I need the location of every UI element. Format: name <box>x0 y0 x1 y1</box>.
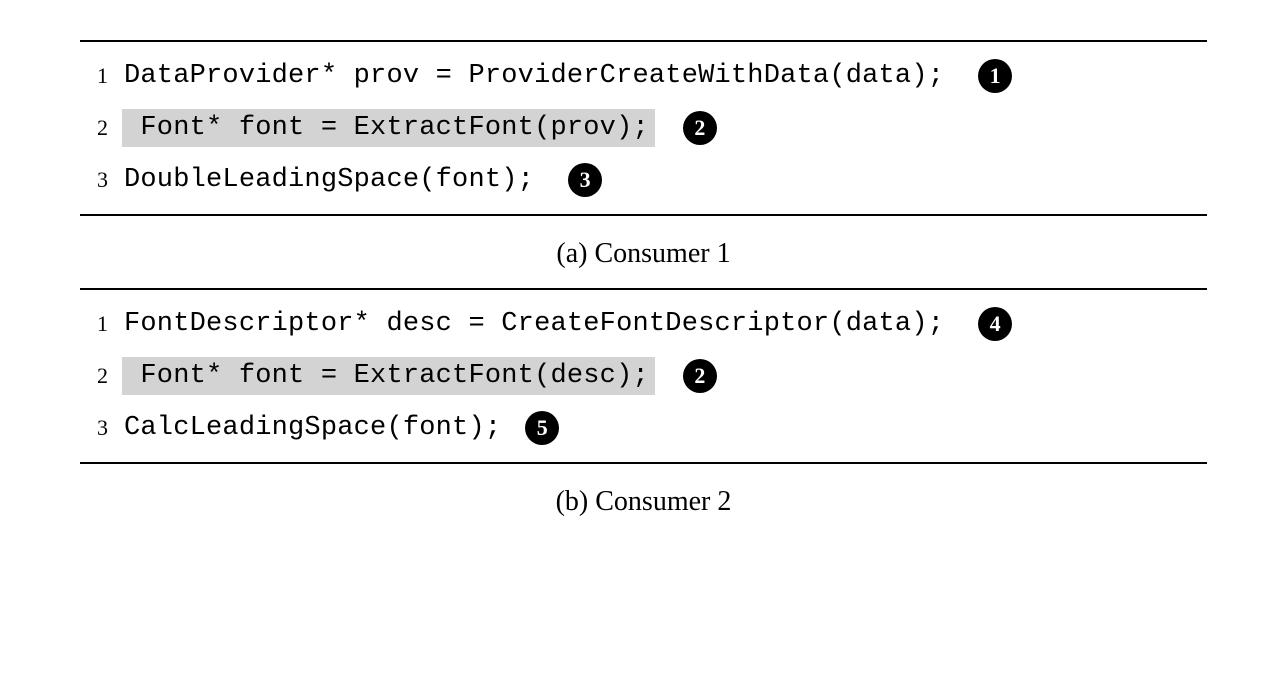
line-number: 2 <box>80 115 122 141</box>
step-marker: 3 <box>568 163 602 197</box>
line-number: 3 <box>80 167 122 193</box>
code-text: FontDescriptor* desc = CreateFontDescrip… <box>122 305 950 343</box>
code-line: 1 FontDescriptor* desc = CreateFontDescr… <box>80 298 1207 350</box>
code-text-highlighted: Font* font = ExtractFont(prov); <box>122 109 655 147</box>
listing-a: 1 DataProvider* prov = ProviderCreateWit… <box>80 42 1207 214</box>
figure-container: 1 DataProvider* prov = ProviderCreateWit… <box>0 0 1287 536</box>
step-marker: 5 <box>525 411 559 445</box>
code-text-highlighted: Font* font = ExtractFont(desc); <box>122 357 655 395</box>
code-text: CalcLeadingSpace(font); <box>122 409 507 447</box>
caption-b: (b) Consumer 2 <box>80 464 1207 536</box>
line-number: 3 <box>80 415 122 441</box>
code-text: DataProvider* prov = ProviderCreateWithD… <box>122 57 950 95</box>
line-number: 1 <box>80 311 122 337</box>
code-line: 2 Font* font = ExtractFont(desc); 2 <box>80 350 1207 402</box>
code-line: 3 CalcLeadingSpace(font); 5 <box>80 402 1207 454</box>
line-number: 1 <box>80 63 122 89</box>
step-marker: 2 <box>683 111 717 145</box>
caption-a: (a) Consumer 1 <box>80 216 1207 288</box>
line-number: 2 <box>80 363 122 389</box>
listing-b: 1 FontDescriptor* desc = CreateFontDescr… <box>80 290 1207 462</box>
code-line: 1 DataProvider* prov = ProviderCreateWit… <box>80 50 1207 102</box>
code-line: 2 Font* font = ExtractFont(prov); 2 <box>80 102 1207 154</box>
code-text: DoubleLeadingSpace(font); <box>122 161 540 199</box>
step-marker: 1 <box>978 59 1012 93</box>
step-marker: 2 <box>683 359 717 393</box>
code-line: 3 DoubleLeadingSpace(font); 3 <box>80 154 1207 206</box>
step-marker: 4 <box>978 307 1012 341</box>
